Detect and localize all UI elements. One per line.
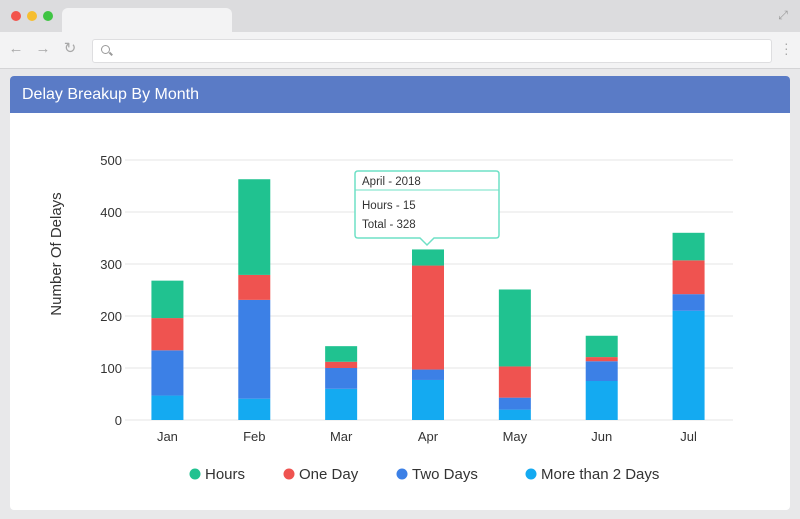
bar-segment-jan-hours[interactable] — [151, 280, 184, 319]
bar-segment-jul-one-day[interactable] — [672, 260, 705, 295]
legend-marker — [189, 468, 201, 480]
chart-card: Delay Breakup By Month 0 100 200 300 400 500 … — [10, 76, 790, 510]
x-tick-label: Jun — [591, 429, 612, 444]
bar-segment-apr-two-days[interactable] — [412, 369, 444, 380]
bar-segment-apr-one-day[interactable] — [412, 265, 444, 370]
card-title: Delay Breakup By Month — [22, 86, 199, 103]
chart-legend: Hours One Day Two Days More than 2 Days — [189, 466, 660, 483]
bar-segment-feb-one-day[interactable] — [238, 274, 271, 300]
legend-label: Hours — [205, 466, 245, 483]
card-header: Delay Breakup By Month — [10, 76, 790, 113]
bar-segment-mar-hours[interactable] — [325, 346, 358, 362]
tooltip-title: April - 2018 — [362, 176, 421, 188]
bar-segment-jun-two-days[interactable] — [585, 361, 618, 381]
x-tick-label: Apr — [418, 429, 439, 444]
bar-segment-jan-two-days[interactable] — [151, 350, 184, 396]
tooltip-line-total: Total - 328 — [362, 219, 416, 231]
legend-item-more-than-2-days[interactable]: More than 2 Days — [525, 466, 660, 483]
reload-icon[interactable]: ↻ — [63, 40, 77, 57]
bar-segment-may-hours[interactable] — [498, 289, 531, 367]
bar-segment-may-one-day[interactable] — [498, 366, 531, 398]
legend-label: One Day — [299, 466, 359, 483]
tooltip-line-hours: Hours - 15 — [362, 200, 416, 212]
legend-item-one-day[interactable]: One Day — [283, 466, 359, 483]
y-tick-label: 300 — [100, 257, 122, 272]
y-tick-label: 100 — [100, 361, 122, 376]
legend-item-two-days[interactable]: Two Days — [396, 466, 478, 483]
x-axis: Jan Feb Mar Apr May Jun Jul — [157, 429, 697, 444]
back-arrow-icon[interactable]: ← — [8, 40, 24, 57]
y-tick-label: 200 — [100, 309, 122, 324]
expand-icon[interactable]: ⤢ — [778, 8, 788, 22]
bar-segment-mar-more-than-2-days[interactable] — [325, 388, 358, 420]
bar-segment-jul-hours[interactable] — [672, 232, 705, 261]
x-tick-label: Feb — [243, 429, 265, 444]
title-bar: ⤢ — [0, 0, 800, 32]
browser-tab[interactable] — [62, 8, 232, 32]
browser-toolbar: ← → ↻ · · · — [0, 32, 800, 69]
window-close-button[interactable] — [11, 11, 21, 21]
address-bar[interactable] — [92, 39, 772, 63]
bar-segment-feb-two-days[interactable] — [238, 299, 271, 399]
page-content: Delay Breakup By Month 0 100 200 300 400 500 … — [0, 69, 800, 519]
bar-segment-feb-hours[interactable] — [238, 179, 271, 275]
legend-marker — [525, 468, 537, 480]
x-tick-label: Jan — [157, 429, 178, 444]
legend-label: More than 2 Days — [541, 466, 659, 483]
bar-segment-mar-one-day[interactable] — [325, 361, 358, 368]
bar-segment-jul-two-days[interactable] — [672, 294, 705, 311]
window-maximize-button[interactable] — [43, 11, 53, 21]
y-axis: 0 100 200 300 400 500 — [100, 153, 122, 428]
bar-segment-jul-more-than-2-days[interactable] — [672, 310, 705, 420]
legend-label: Two Days — [412, 466, 478, 483]
menu-dots-icon[interactable]: · · · — [784, 35, 789, 61]
x-tick-label: Mar — [330, 429, 353, 444]
bar-segment-may-two-days[interactable] — [498, 397, 531, 410]
delay-chart: 0 100 200 300 400 500 Jan Feb Mar Apr May Jun Jul N… — [48, 153, 733, 483]
bar-segment-jun-more-than-2-days[interactable] — [585, 381, 618, 420]
bar-segment-jan-more-than-2-days[interactable] — [151, 395, 184, 420]
forward-arrow-icon[interactable]: → — [35, 40, 51, 57]
chart-tooltip: April - 2018 Hours - 15 Total - 328 — [354, 170, 500, 247]
window-minimize-button[interactable] — [27, 11, 37, 21]
bar-segment-mar-two-days[interactable] — [325, 368, 358, 389]
bar-segment-feb-more-than-2-days[interactable] — [238, 398, 271, 420]
y-tick-label: 500 — [100, 153, 122, 168]
bar-segment-may-more-than-2-days[interactable] — [498, 409, 531, 420]
y-axis-label: Number Of Delays — [48, 192, 65, 315]
legend-item-hours[interactable]: Hours — [189, 466, 246, 483]
x-tick-label: Jul — [680, 429, 697, 444]
y-tick-label: 400 — [100, 205, 122, 220]
legend-marker — [283, 468, 295, 480]
search-icon — [101, 45, 110, 54]
legend-marker — [396, 468, 408, 480]
bar-segment-jun-hours[interactable] — [585, 335, 618, 358]
bar-segment-apr-more-than-2-days[interactable] — [412, 379, 444, 420]
chart-bars — [151, 179, 705, 420]
y-tick-label: 0 — [115, 413, 122, 428]
bar-segment-jan-one-day[interactable] — [151, 318, 184, 351]
bar-segment-apr-hours[interactable] — [412, 249, 444, 266]
x-tick-label: May — [503, 429, 528, 444]
bar-segment-jun-one-day[interactable] — [585, 357, 618, 362]
